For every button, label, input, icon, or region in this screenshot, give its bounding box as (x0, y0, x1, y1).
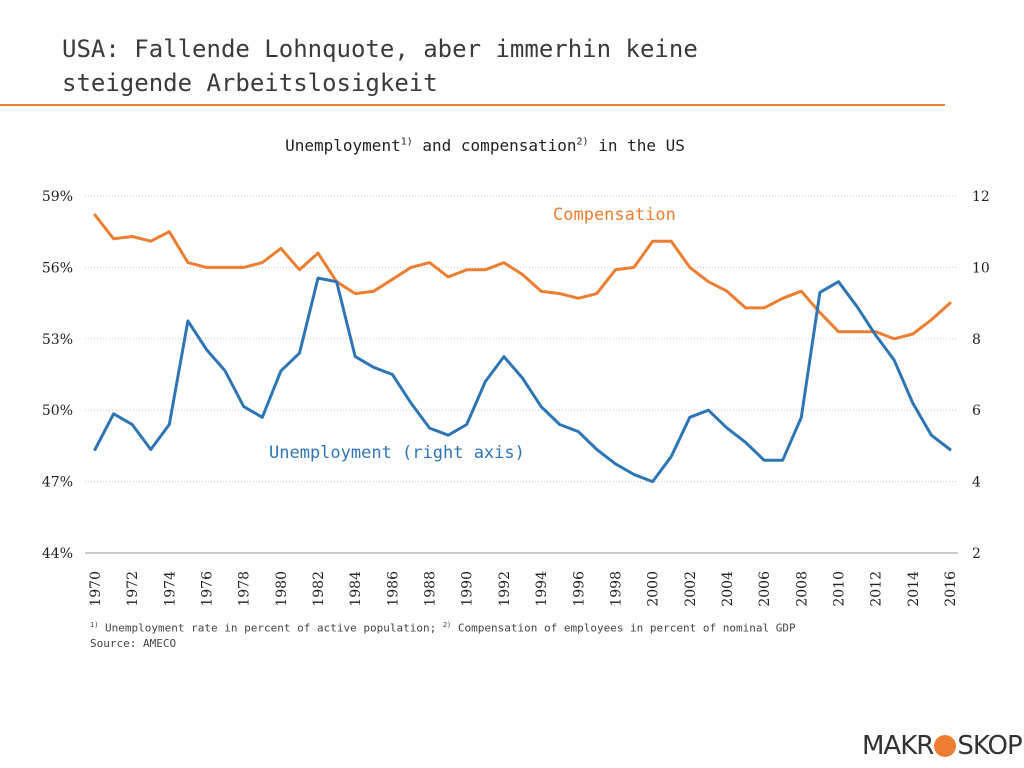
x-axis-tick-label: 1982 (311, 571, 327, 607)
chart-title-sup2: 2) (576, 136, 589, 148)
left-axis-tick-label: 44% (42, 546, 73, 562)
series-label: Compensation (553, 205, 676, 225)
chart-title: Unemployment1) and compensation2) in the… (0, 136, 970, 155)
x-axis-tick-label: 1984 (348, 571, 364, 607)
series-line-right (93, 276, 952, 484)
right-axis-tick-label: 2 (972, 546, 981, 562)
x-axis-tick-label: 1970 (88, 571, 104, 607)
footnote-source: Source: AMECO (90, 636, 177, 650)
x-axis-tick-label: 2014 (906, 571, 922, 607)
right-axis-tick-label: 10 (972, 260, 990, 276)
series-label: Unemployment (right axis) (269, 443, 525, 463)
x-axis-tick-label: 2004 (720, 571, 736, 607)
x-axis-tick-label: 2012 (869, 571, 885, 607)
x-axis-tick-label: 1996 (571, 571, 587, 607)
x-axis-tick-label: 2000 (646, 571, 662, 607)
right-axis-tick-label: 12 (972, 189, 990, 205)
x-axis-tick-label: 1980 (274, 571, 290, 607)
left-axis-tick-label: 47% (42, 475, 73, 491)
chart-title-sup1: 1) (400, 136, 413, 148)
x-axis-tick-label: 1998 (608, 571, 624, 607)
x-axis-tick-label: 2010 (831, 571, 847, 607)
x-axis-tick-label: 2008 (794, 571, 810, 607)
left-axis-tick-label: 56% (42, 260, 73, 276)
footnote-sup1: 1) (90, 621, 99, 629)
footnote: 1) Unemployment rate in percent of activ… (90, 618, 950, 651)
x-axis-tick-label: 1988 (423, 571, 439, 607)
logo-text-left: MAKR (862, 731, 934, 761)
left-axis-tick-label: 53% (42, 332, 73, 348)
right-axis-tick-label: 8 (972, 332, 981, 348)
x-axis-tick-label: 1978 (237, 571, 253, 607)
x-axis-tick-label: 1990 (460, 571, 476, 607)
logo-dot-icon (934, 735, 957, 757)
footnote-text1: Unemployment rate in percent of active p… (98, 621, 443, 635)
x-axis-tick-label: 2006 (757, 571, 773, 607)
left-axis-tick-label: 59% (42, 189, 73, 205)
footnote-sup2: 2) (442, 621, 452, 629)
x-axis-tick-label: 1994 (534, 571, 550, 607)
left-axis-tick-label: 50% (42, 403, 73, 419)
x-axis-tick-label: 1976 (200, 571, 216, 607)
chart-title-part2: and compensation (412, 136, 577, 155)
right-axis-tick-label: 6 (972, 403, 981, 419)
x-axis-tick-label: 2002 (683, 571, 699, 607)
logo-text-right: SKOP (957, 731, 1022, 761)
slide-title-line1: USA: Fallende Lohnquote, aber immerhin k… (62, 35, 698, 63)
makroskop-logo: MAKR SKOP (862, 729, 1023, 763)
x-axis-tick-label: 1986 (385, 571, 401, 607)
slide-title-line2: steigende Arbeitslosigkeit (62, 69, 438, 97)
footnote-text2: Compensation of employees in percent of … (451, 621, 796, 635)
x-axis-tick-label: 1992 (497, 571, 513, 607)
footnote-definitions: 1) Unemployment rate in percent of activ… (90, 618, 950, 636)
title-divider (0, 104, 945, 106)
line-chart: 59% 56% 53% 50% 47% 44% 12 10 8 6 4 2 1970 1972 1974 19… (42, 189, 990, 607)
chart-title-part3: in the US (588, 136, 685, 155)
x-axis-tick-label: 1972 (125, 571, 141, 607)
chart-title-part1: Unemployment (285, 136, 401, 155)
series-line-left (93, 213, 952, 341)
slide-title: USA: Fallende Lohnquote, aber immerhin k… (62, 32, 942, 100)
right-axis-tick-label: 4 (972, 475, 981, 491)
x-axis-tick-label: 2016 (943, 571, 959, 607)
x-axis-tick-label: 1974 (162, 571, 178, 607)
